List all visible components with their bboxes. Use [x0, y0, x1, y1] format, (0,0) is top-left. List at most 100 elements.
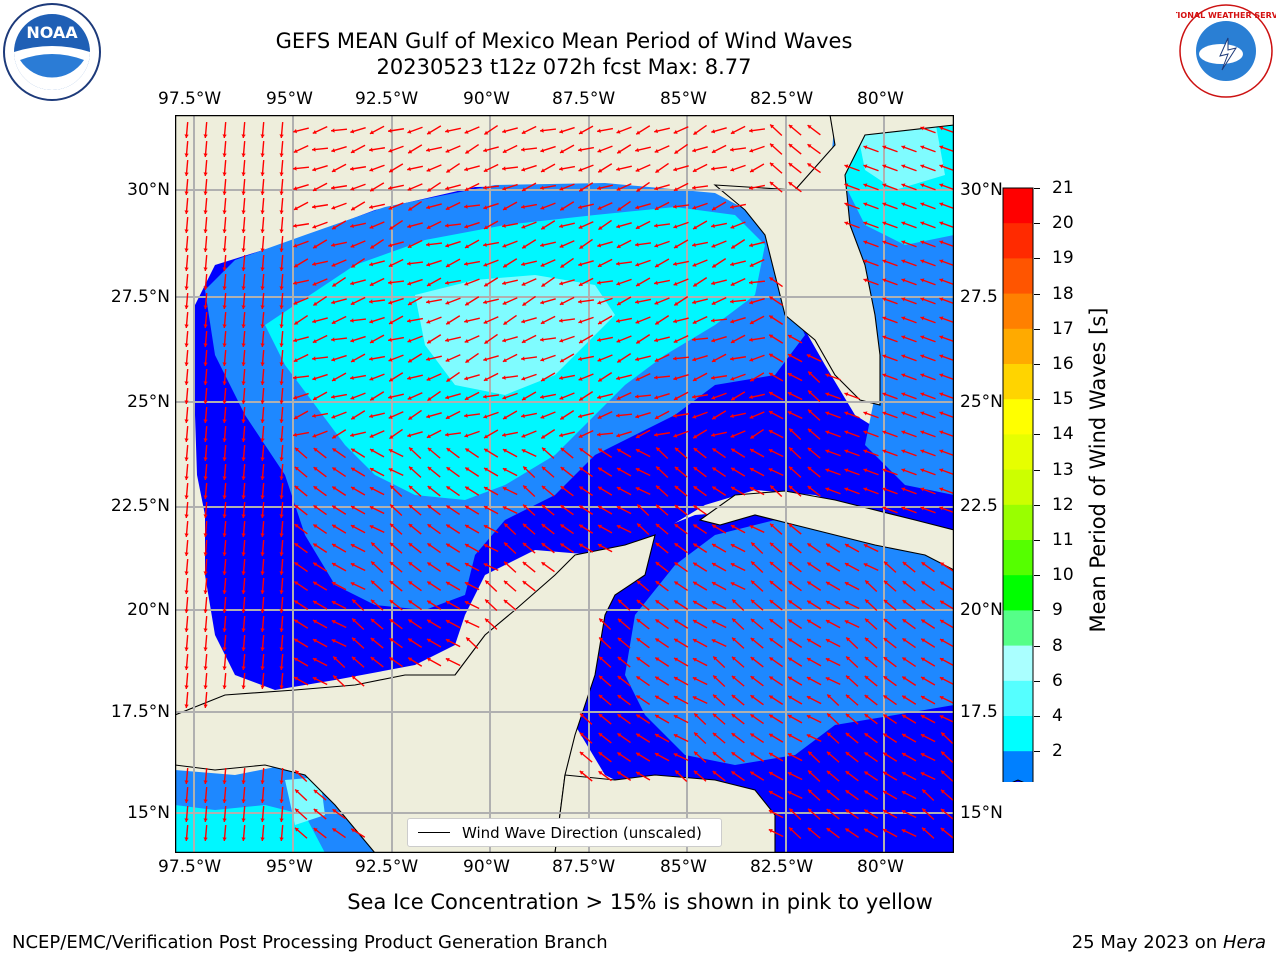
wave-direction-arrow [370, 561, 384, 573]
wave-direction-arrow [387, 280, 405, 285]
wave-direction-arrow [578, 485, 594, 497]
wave-direction-arrow [674, 561, 688, 573]
wave-direction-arrow [578, 277, 594, 287]
lon-label-bottom-2: 95°W [266, 857, 313, 877]
wave-direction-arrow [279, 406, 284, 424]
wave-direction-arrow [521, 430, 537, 438]
wave-direction-arrow [241, 311, 246, 329]
wave-direction-arrow [902, 599, 916, 611]
wave-direction-arrow [901, 392, 917, 400]
wave-direction-arrow [540, 372, 556, 382]
wave-direction-arrow [312, 676, 328, 686]
wave-direction-arrow [901, 164, 917, 172]
wave-direction-arrow [350, 431, 366, 438]
wave-direction-arrow [691, 394, 709, 399]
wave-direction-arrow [616, 296, 632, 306]
wave-direction-arrow [787, 618, 803, 630]
wave-direction-arrow [920, 676, 936, 686]
wave-direction-arrow [730, 412, 746, 419]
wave-direction-arrow [313, 827, 327, 839]
wave-direction-arrow [768, 752, 784, 762]
wave-direction-arrow [768, 315, 784, 325]
colorbar-tick-label: 18 [1052, 283, 1074, 304]
wave-direction-arrow [673, 260, 689, 266]
wave-direction-arrow [635, 752, 651, 762]
wave-direction-arrow [920, 183, 936, 191]
wave-direction-arrow [788, 427, 802, 441]
wave-direction-arrow [560, 466, 574, 478]
wave-direction-arrow [332, 447, 346, 459]
wave-direction-arrow [655, 485, 669, 497]
wave-direction-arrow [920, 411, 936, 419]
wave-direction-arrow [222, 824, 227, 842]
wave-direction-arrow [616, 165, 632, 172]
wave-direction-arrow [845, 789, 859, 801]
wave-direction-arrow [616, 751, 632, 763]
wave-direction-arrow [203, 577, 208, 595]
wave-direction-arrow [464, 486, 480, 496]
wave-direction-arrow [184, 311, 189, 329]
wave-direction-arrow [389, 428, 403, 440]
wave-direction-arrow [864, 637, 878, 649]
wave-direction-arrow [673, 580, 689, 592]
wave-direction-arrow [203, 558, 208, 576]
wave-direction-arrow [241, 159, 246, 177]
wave-direction-arrow [693, 447, 707, 459]
wave-direction-arrow [260, 406, 265, 424]
wave-direction-arrow [241, 140, 246, 158]
wave-direction-arrow [692, 163, 708, 173]
wave-direction-arrow [483, 298, 499, 305]
wave-direction-arrow [241, 463, 246, 481]
wave-direction-arrow [330, 128, 348, 133]
wave-direction-arrow [184, 672, 189, 690]
wave-direction-arrow [939, 449, 954, 457]
wave-direction-arrow [241, 235, 246, 253]
wave-direction-arrow [769, 143, 783, 155]
wave-direction-arrow [369, 486, 385, 496]
wave-direction-arrow [279, 216, 284, 234]
wave-direction-arrow [825, 449, 841, 457]
wave-direction-arrow [483, 163, 499, 173]
wave-direction-arrow [408, 447, 422, 459]
wave-direction-arrow [370, 618, 384, 630]
wave-direction-arrow [882, 411, 898, 419]
legend-line-swatch [418, 832, 450, 833]
wave-direction-arrow [673, 600, 689, 610]
wave-direction-arrow [559, 279, 575, 286]
wave-direction-arrow [184, 292, 189, 310]
wave-direction-arrow [279, 596, 284, 614]
wave-direction-arrow [654, 657, 670, 667]
wave-direction-arrow [731, 751, 745, 763]
colorbar-tick-mark [1034, 223, 1040, 225]
wave-direction-arrow [920, 354, 936, 362]
wave-direction-arrow [939, 297, 954, 305]
wave-direction-arrow [634, 394, 652, 399]
colorbar-segment [1003, 504, 1033, 541]
wave-direction-arrow [503, 314, 517, 326]
plot-title-line1: GEFS MEAN Gulf of Mexico Mean Period of … [275, 29, 853, 53]
wave-direction-arrow [711, 562, 727, 572]
wave-direction-arrow [407, 200, 423, 212]
wave-direction-arrow [597, 467, 613, 477]
wave-direction-arrow [768, 295, 784, 307]
wave-direction-arrow [559, 296, 575, 306]
wave-direction-arrow [241, 824, 246, 842]
wave-direction-arrow [844, 543, 860, 553]
wave-direction-arrow [863, 449, 879, 457]
wave-direction-arrow [730, 430, 746, 438]
wave-direction-arrow [863, 430, 879, 438]
lon-label-top-8: 80°W [857, 89, 904, 109]
wave-direction-arrow [673, 695, 689, 705]
wave-direction-arrow [407, 239, 423, 249]
wave-direction-arrow [332, 655, 346, 669]
colorbar-tick-labels: 21 20 19 18 17 16 15 14 13 12 11 10 9 8 6 4 2 [1034, 0, 1092, 960]
wave-direction-arrow [540, 411, 556, 419]
wave-direction-arrow [825, 487, 841, 495]
wave-direction-arrow [350, 392, 366, 400]
wave-direction-arrow [279, 463, 284, 481]
wave-direction-arrow [369, 164, 385, 172]
wave-direction-arrow [864, 656, 878, 668]
wave-direction-arrow [445, 297, 461, 305]
wave-direction-arrow [825, 581, 841, 591]
wave-direction-arrow [598, 713, 612, 725]
